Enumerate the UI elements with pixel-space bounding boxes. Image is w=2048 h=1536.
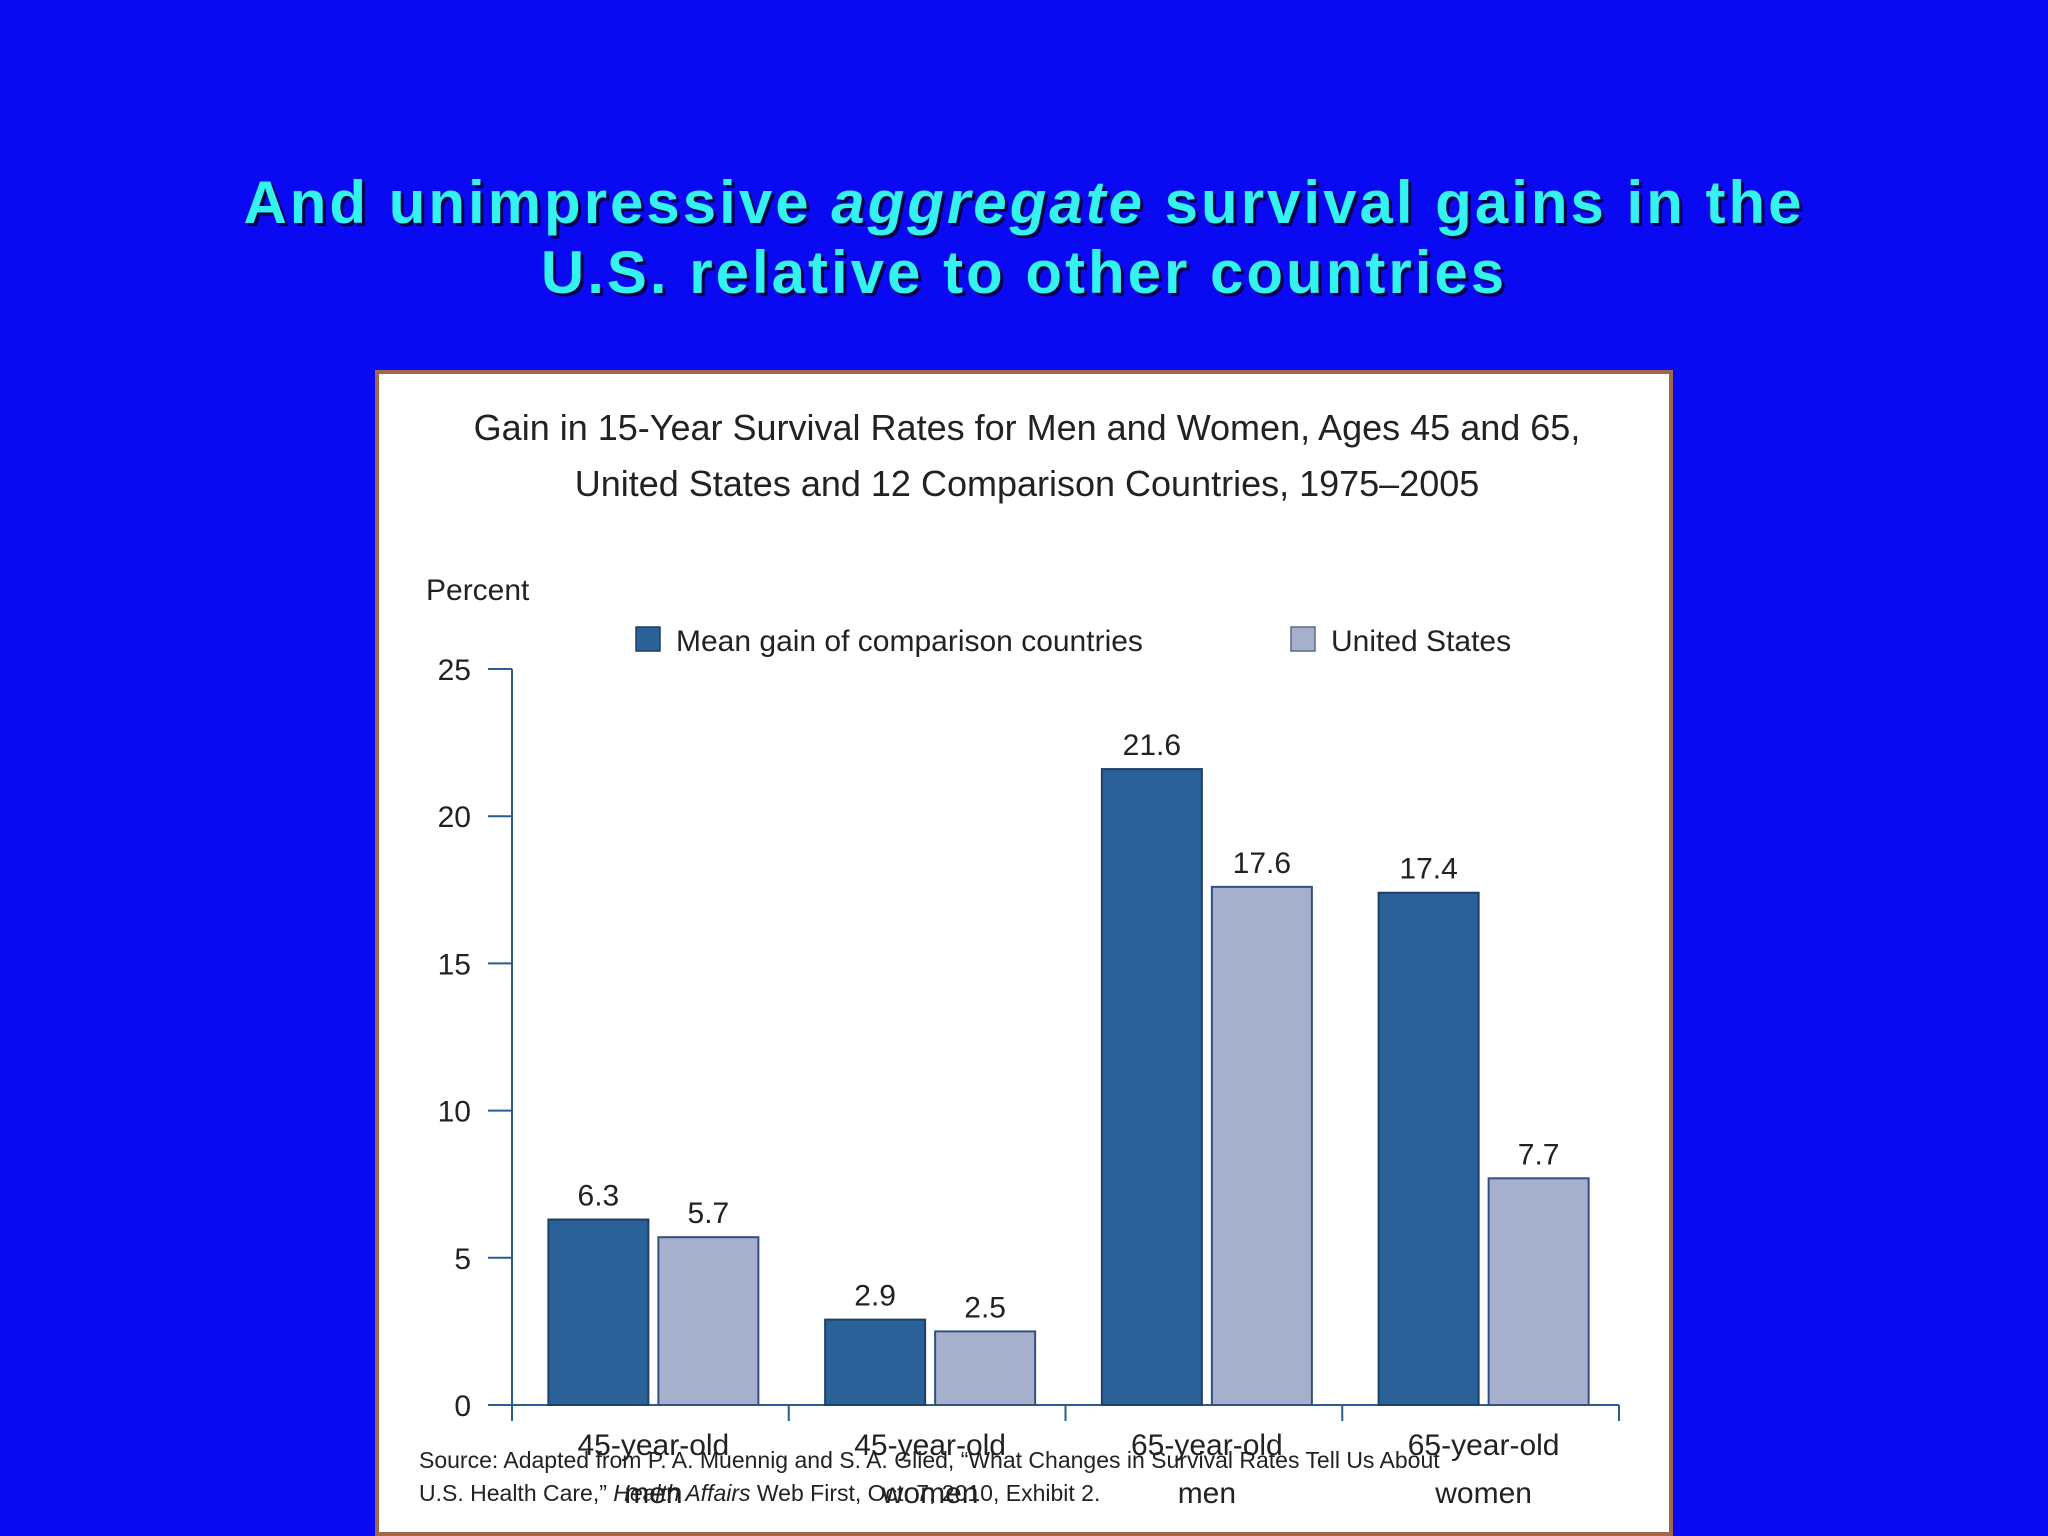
- y-tick-label: 5: [454, 1243, 471, 1276]
- data-label: 5.7: [688, 1197, 730, 1230]
- category-label: 65-year-old: [1408, 1429, 1560, 1462]
- category-label: men: [1178, 1477, 1236, 1510]
- bar-comparison: [1100, 768, 1203, 1406]
- slide-title-emphasis: aggregate: [831, 169, 1146, 236]
- y-tick-label: 25: [438, 654, 471, 687]
- bar-chart: Gain in 15-Year Survival Rates for Men a…: [419, 407, 1620, 1510]
- source-line2: U.S. Health Care,” Health Affairs Web Fi…: [419, 1480, 1100, 1506]
- data-label: 17.4: [1399, 853, 1457, 886]
- slide-title: And unimpressive aggregate survival gain…: [0, 168, 2048, 308]
- bar-us: [1210, 885, 1313, 1406]
- data-label: 6.3: [578, 1180, 620, 1213]
- category-label: 65-year-old: [1131, 1429, 1283, 1462]
- source-line2-part1: U.S. Health Care,”: [419, 1480, 613, 1506]
- chart-title-line2: United States and 12 Comparison Countrie…: [575, 463, 1480, 504]
- bar-comparison: [1377, 891, 1480, 1406]
- slide-title-part1: And unimpressive: [243, 169, 832, 236]
- chart-title-line1: Gain in 15-Year Survival Rates for Men a…: [474, 407, 1581, 448]
- y-tick-label: 20: [438, 801, 471, 834]
- plot-area: 0 5 10 15 20 25 6.3 5.7 45-year-old men 2.9 2.5 45-y…: [438, 654, 1620, 1510]
- legend-label-comparison: Mean gain of comparison countries: [676, 625, 1143, 658]
- legend-label-us: United States: [1331, 625, 1511, 658]
- bar-comparison: [824, 1318, 927, 1407]
- y-tick-label: 0: [454, 1390, 471, 1423]
- data-label: 17.6: [1233, 847, 1291, 880]
- y-tick-label: 15: [438, 948, 471, 981]
- data-label: 2.9: [854, 1280, 896, 1313]
- legend: Mean gain of comparison countries United…: [635, 625, 1511, 658]
- bar-us: [657, 1236, 760, 1407]
- legend-swatch-us: [1290, 626, 1316, 652]
- slide-title-part2: survival gains in the: [1145, 169, 1805, 236]
- category-label: men: [624, 1477, 682, 1510]
- chart-panel: Gain in 15-Year Survival Rates for Men a…: [375, 370, 1673, 1536]
- bar-comparison: [547, 1218, 650, 1407]
- bar-us: [934, 1330, 1037, 1407]
- source-line2-part2: Web First, Oct. 7, 2010, Exhibit 2.: [751, 1480, 1101, 1506]
- category-label: women: [881, 1477, 979, 1510]
- source-line2-italic: Health Affairs: [613, 1480, 751, 1506]
- y-axis-label: Percent: [426, 574, 530, 607]
- data-label: 21.6: [1123, 729, 1181, 762]
- bar-us: [1487, 1177, 1590, 1407]
- y-tick-label: 10: [438, 1096, 471, 1129]
- category-label: 45-year-old: [578, 1429, 730, 1462]
- slide-title-line2: U.S. relative to other countries: [540, 239, 1508, 306]
- legend-swatch-comparison: [635, 626, 661, 652]
- category-label: 45-year-old: [854, 1429, 1006, 1462]
- source-line1: Source: Adapted from P. A. Muennig and S…: [419, 1447, 1440, 1473]
- data-label: 7.7: [1518, 1138, 1560, 1171]
- category-label: women: [1434, 1477, 1532, 1510]
- data-label: 2.5: [964, 1291, 1006, 1324]
